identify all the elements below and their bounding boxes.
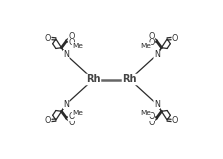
- Text: Me: Me: [140, 43, 151, 49]
- Text: Me: Me: [72, 43, 83, 49]
- Text: Me: Me: [140, 110, 151, 116]
- Text: N: N: [154, 50, 160, 59]
- Text: N: N: [63, 50, 69, 59]
- Text: O: O: [45, 34, 51, 43]
- Text: O: O: [68, 38, 75, 47]
- Text: O: O: [172, 116, 178, 125]
- Text: O: O: [148, 32, 155, 41]
- Text: Rh: Rh: [86, 75, 101, 84]
- Text: O: O: [172, 34, 178, 43]
- Text: O: O: [68, 32, 75, 41]
- Text: Rh: Rh: [122, 75, 137, 84]
- Text: O: O: [148, 112, 155, 121]
- Text: O: O: [148, 38, 155, 47]
- Text: N: N: [154, 100, 160, 109]
- Text: Me: Me: [72, 110, 83, 116]
- Text: O: O: [68, 118, 75, 127]
- Text: O: O: [68, 112, 75, 121]
- Text: O: O: [148, 118, 155, 127]
- Text: O: O: [45, 116, 51, 125]
- Text: N: N: [63, 100, 69, 109]
